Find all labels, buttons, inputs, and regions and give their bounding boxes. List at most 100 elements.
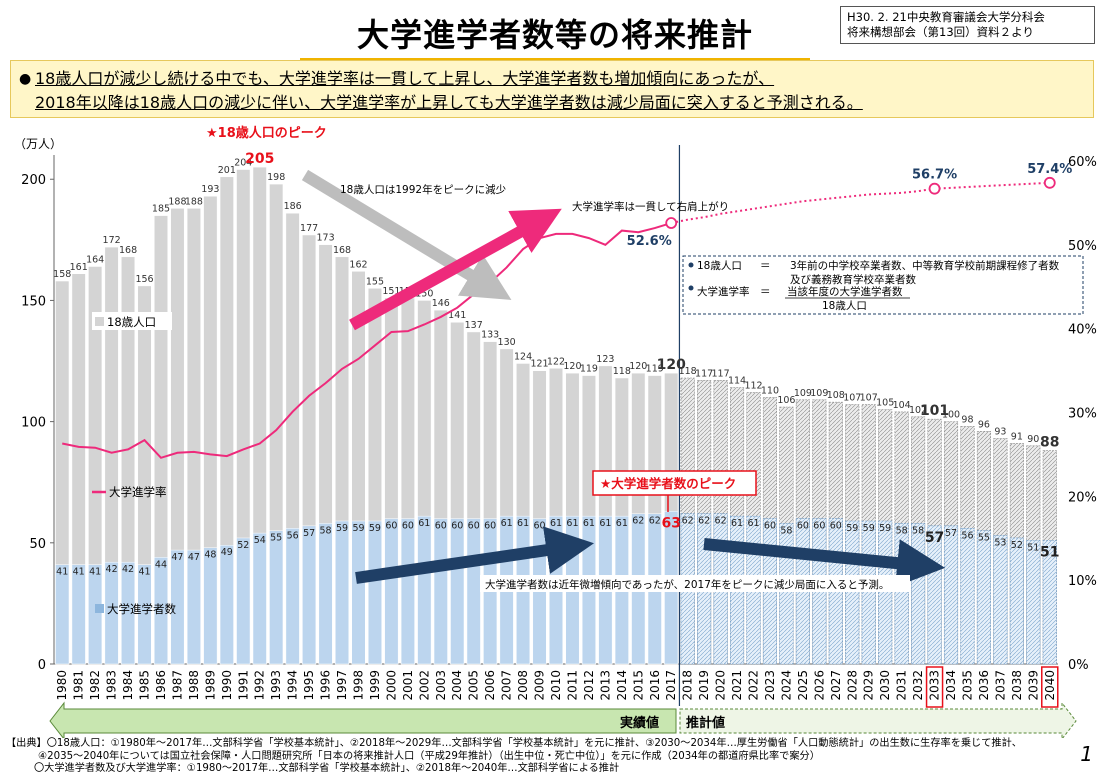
entrants-bar [450,518,465,665]
population-value-label: 156 [135,274,153,285]
legend-pop-bg [92,312,172,330]
entrants-bar [384,518,399,665]
population-value-label: 106 [777,395,795,406]
population-value-label: 162 [349,259,367,270]
definition-rate-eq: ＝ [760,286,771,298]
x-tick-label: 2029 [862,670,876,701]
y-tick-label-right: 20% [1068,490,1097,505]
entrants-value-label: 41 [56,567,68,578]
y-tick-label-left: 200 [21,173,46,188]
footer-line-3: 〇大学進学者数及び大学進学率：①1980～2017年…文部科学省「学校基本統計」… [34,763,620,774]
x-tick-label: 2009 [533,670,547,701]
population-value-label: 172 [103,235,121,246]
rate-rise-arrow [349,208,562,331]
rate-marker [665,217,678,229]
x-tick-label: 1993 [269,670,283,701]
x-tick-label: 2020 [714,670,728,701]
x-tick-label: 2011 [565,670,579,701]
entrants-value-label: 47 [188,552,200,563]
entrants-value-label: 61 [550,518,562,529]
entrants-value-label: 61 [583,518,595,529]
chart-bar-labels: 158 41 161 41 164 41 172 42 168 42 156 41 185 44 188 47… [53,151,1059,578]
highlight-year-box [1041,666,1059,708]
x-tick-label: 1987 [170,670,184,701]
entrants-value-label: 62 [632,516,644,527]
x-tick-label: 1999 [368,670,382,701]
x-tick-label: 1991 [236,670,250,701]
summary-box: ● 18歳人口が減少し続ける中でも、大学進学率は一貫して上昇し、大学進学者数も増… [10,60,1094,118]
entrants-bar [845,520,860,665]
x-tick-label: 2019 [697,670,711,701]
x-tick-label: 2014 [615,670,629,701]
entrants-bar [1026,540,1041,665]
legend-rate-label: 大学進学率 [109,485,167,499]
entrants-value-label: 59 [336,523,348,534]
entrants-bar [1042,540,1057,665]
definition-pop-def1: 3年前の中学校卒業者数、中等教育学校前期課程修了者数 [790,259,1060,272]
x-tick-label: 2028 [845,670,859,701]
population-value-label: 120 [563,361,581,372]
population-value-label: 109 [794,388,812,399]
rate-value-label: 56.7% [912,168,957,183]
entrants-bar [104,561,119,665]
summary-line-1: 18歳人口が減少し続ける中でも、大学進学率は一貫して上昇し、大学進学者数も増加傾… [35,69,775,88]
entrants-note: 大学進学者数は近年微増傾向であったが、2017年をピークに減少局面に入ると予測。 [485,578,889,591]
x-tick-label: 1986 [154,670,168,701]
entrants-value-label: 60 [813,521,825,532]
population-value-label: 117 [712,368,730,379]
entrants-bar [186,549,201,665]
entrants-value-label: 60 [484,521,496,532]
x-tick-label: 2026 [812,670,826,701]
population-value-label: 101 [920,403,949,419]
entrants-bar [203,547,218,665]
population-value-label: 161 [70,262,88,273]
x-tick-label: 2015 [631,670,645,701]
entrants-value-label: 61 [566,518,578,529]
definition-pop-eq: ＝ [760,260,771,272]
entrants-value-label: 62 [698,516,710,527]
x-tick-label: 1996 [319,670,333,701]
x-tick-label: 2002 [417,670,431,701]
entrants-bar [911,523,926,665]
entrants-note-bg [480,575,910,592]
entrants-value-label: 47 [171,552,183,563]
x-tick-label: 2000 [384,670,398,701]
summary-line-2: 2018年以降は18歳人口の減少に伴い、大学進学率が上昇しても大学進学者数は減少… [35,93,863,112]
entrants-bar [367,520,382,665]
population-value-label: 119 [646,364,664,375]
entrants-value-label: 62 [649,516,661,527]
population-value-label: 107 [860,393,878,404]
y-tick-label-left: 0 [38,658,46,673]
x-tick-label: 1990 [220,670,234,701]
population-value-label: 188 [185,196,203,207]
x-tick-label: 1994 [286,670,300,701]
population-value-label: 93 [994,427,1006,438]
entrants-value-label: 52 [1011,540,1023,551]
entrants-value-label: 56 [961,530,973,541]
legend-pop-label: 18歳人口 [107,315,156,329]
entrants-value-label: 48 [204,550,216,561]
entrants-value-label: 61 [501,518,513,529]
x-tick-label: 2004 [450,670,464,701]
entrants-value-label: 58 [912,525,924,536]
entrants-value-label: 59 [352,523,364,534]
population-value-label: 186 [284,201,302,212]
x-tick-label: 1989 [203,670,217,701]
entrants-bar [88,564,103,665]
definition-rate-den: 18歳人口 [822,300,867,312]
entrants-bar [219,544,234,665]
x-tick-label: 2025 [796,670,810,701]
entrants-value-label: 58 [780,525,792,536]
definition-rate-term: 大学進学率 [697,285,750,298]
population-value-label: 168 [119,245,137,256]
entrants-value-label: 53 [994,538,1006,549]
definition-box [682,255,1084,315]
population-value-label: 188 [168,196,186,207]
entrants-bar [121,561,136,665]
entrants-value-label: 41 [89,567,101,578]
entrants-value-label: 54 [254,535,266,546]
entrants-value-label: 61 [731,518,743,529]
population-value-label: 177 [300,223,318,234]
entrants-value-label: 59 [846,523,858,534]
y-tick-label-right: 30% [1068,407,1097,422]
